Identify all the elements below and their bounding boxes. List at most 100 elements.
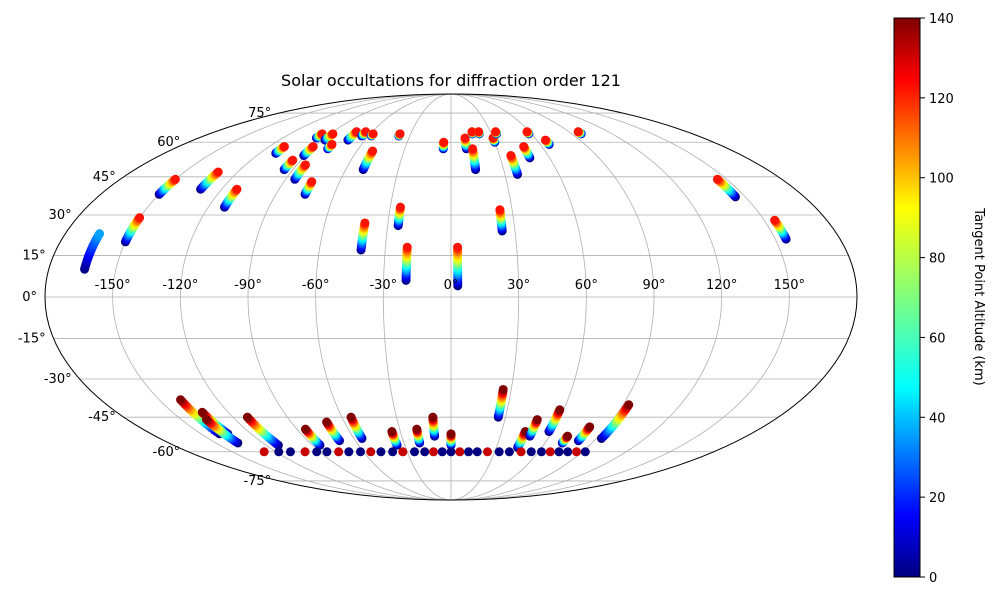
occultation-point: [308, 142, 318, 152]
occultation-point: [95, 229, 105, 239]
occultation-point: [563, 431, 573, 441]
occultation-point: [285, 447, 295, 457]
latitude-tick-label: 30°: [49, 208, 72, 223]
occultation-point: [491, 127, 501, 137]
colorbar-tick-label: 120: [929, 92, 954, 107]
latitude-tick-label: 60°: [157, 135, 180, 150]
occultation-point: [526, 447, 536, 457]
occultation-point: [376, 447, 386, 457]
latitude-tick-label: 75°: [248, 106, 271, 121]
latitude-tick-label: 45°: [93, 170, 116, 185]
graticule: [45, 93, 857, 501]
occultation-point: [322, 447, 332, 457]
occultation-point: [495, 205, 505, 215]
occultation-point: [259, 447, 269, 457]
latitude-tick-label: -60°: [153, 445, 181, 460]
occultation-point: [624, 400, 634, 410]
occultation-point: [446, 447, 456, 457]
occultation-point: [334, 447, 344, 457]
occultation-point: [472, 447, 482, 457]
longitude-tick-labels: -150° -120° -90° -60° -30° 0° 30° 60° 90° 120° 150…: [95, 278, 805, 293]
meridian-line: [450, 93, 723, 501]
occultation-point: [135, 213, 145, 223]
occultation-point: [213, 167, 223, 177]
latitude-tick-label: -15°: [18, 332, 46, 347]
occultation-point: [519, 142, 529, 152]
latitude-tick-label: -75°: [243, 474, 271, 489]
occultation-point: [395, 129, 405, 139]
latitude-tick-label: -45°: [88, 410, 116, 425]
occultation-point: [439, 137, 449, 147]
longitude-tick-label: 120°: [706, 278, 737, 293]
occultation-point: [580, 447, 590, 457]
chart-title: Solar occultations for diffraction order…: [281, 71, 621, 90]
occultation-point: [395, 202, 405, 212]
occultation-point: [356, 447, 366, 457]
occultation-point: [468, 144, 478, 154]
longitude-tick-label: 90°: [642, 278, 665, 293]
occultation-point: [300, 160, 310, 170]
occultation-point: [368, 146, 378, 156]
occultation-point: [328, 129, 338, 139]
occultation-point: [572, 447, 582, 457]
occultation-point: [516, 447, 526, 457]
colorbar-tick-label: 140: [929, 12, 954, 27]
occultation-point: [437, 447, 447, 457]
occultation-point: [482, 447, 492, 457]
occultation-point: [563, 447, 573, 457]
colorbar-label: Tangent Point Altitude (km): [971, 207, 986, 385]
occultation-point: [455, 447, 465, 457]
occultation-points: [80, 127, 791, 457]
occultation-point: [300, 424, 310, 434]
occultation-point: [368, 129, 378, 139]
colorbar: [893, 17, 921, 578]
occultation-point: [300, 447, 310, 457]
latitude-tick-label: -30°: [44, 372, 72, 387]
occultation-point: [498, 384, 508, 394]
colorbar-tick-label: 100: [929, 172, 954, 187]
occultation-point: [242, 412, 252, 422]
occultation-point: [412, 424, 422, 434]
occultation-point: [366, 447, 376, 457]
occultation-point: [428, 447, 438, 457]
occultation-point: [170, 174, 180, 184]
occultation-point: [176, 395, 186, 405]
occultation-point: [573, 127, 583, 137]
occultation-point: [360, 218, 370, 228]
occultation-point: [388, 447, 398, 457]
longitude-tick-label: 60°: [575, 278, 598, 293]
longitude-tick-label: 0°: [444, 278, 459, 293]
colorbar-tick-label: 60: [929, 331, 946, 346]
map-boundary: [44, 93, 858, 501]
occultation-point: [197, 407, 207, 417]
occultation-point: [522, 127, 532, 137]
occultation-point: [506, 151, 516, 161]
occultation-point: [460, 133, 470, 143]
occultation-point: [288, 155, 298, 165]
occultation-point: [555, 405, 565, 415]
longitude-tick-label: -60°: [302, 278, 330, 293]
occultation-point: [536, 447, 546, 457]
occultation-point: [532, 415, 542, 425]
occultation-point: [467, 127, 477, 137]
longitude-tick-label: -150°: [95, 278, 131, 293]
occultation-point: [307, 177, 317, 187]
occultation-point: [464, 447, 474, 457]
latitude-tick-labels: 75° 60° 45° 30° 15° 0° -15° -30° -45° -60° -75°: [18, 106, 271, 489]
occultation-point: [712, 174, 722, 184]
occultation-point: [540, 135, 550, 145]
occultation-point: [453, 242, 463, 252]
occultation-point: [398, 447, 408, 457]
occultation-point: [504, 447, 514, 457]
colorbar-ticks: 0 20 40 60 80 100 120 140: [920, 12, 954, 586]
latitude-tick-label: 15°: [23, 248, 46, 263]
occultation-point: [585, 422, 595, 432]
colorbar-tick-label: 0: [929, 571, 937, 586]
occultation-point: [428, 412, 438, 422]
occultation-point: [446, 429, 456, 439]
occultation-point: [387, 427, 397, 437]
latitude-tick-label: 0°: [22, 290, 37, 305]
occultation-point: [554, 447, 564, 457]
occultation-point: [402, 242, 412, 252]
